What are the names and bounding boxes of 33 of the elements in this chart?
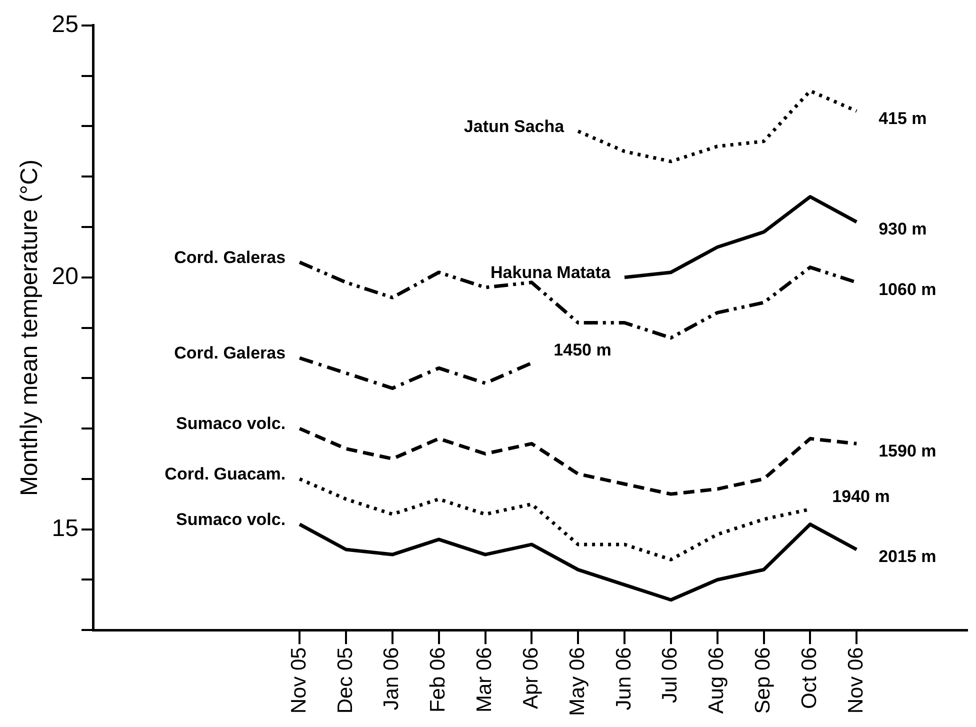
y-tick-label: 15 [52, 514, 78, 542]
series-label: Jatun Sacha [464, 116, 565, 136]
series-label: Hakuna Matata [490, 263, 612, 282]
annotation: 1940 m [832, 486, 890, 506]
series-label: Cord. Guacam. [164, 464, 286, 484]
series-label: Cord. Galeras [174, 248, 286, 267]
x-tick-label: Mar 06 [473, 647, 496, 712]
y-axis-title: Monthly mean temperature (°C) [16, 160, 44, 496]
x-tick-label: Oct 06 [798, 647, 821, 710]
series-label: Sumaco volc. [176, 510, 286, 529]
line-series [576, 89, 858, 164]
annotation: 1060 m [878, 280, 936, 300]
annotation: 1590 m [878, 441, 936, 460]
x-tick-label: May 06 [566, 647, 589, 716]
x-tick-label: Apr 06 [519, 647, 542, 710]
x-tick-label: Dec 05 [334, 647, 357, 714]
series-label: Sumaco volc. [176, 414, 286, 434]
x-tick-label: Nov 05 [287, 647, 310, 714]
annotation: 2015 m [878, 547, 936, 566]
line-series [298, 356, 534, 390]
annotation: 1450 m [554, 340, 612, 360]
y-tick-label: 20 [52, 263, 78, 290]
annotation: 930 m [878, 220, 927, 239]
x-tick-label: Jun 06 [612, 647, 636, 710]
annotation: 415 m [878, 108, 927, 128]
x-tick-label: Aug 06 [705, 647, 728, 714]
y-tick-label: 25 [52, 11, 78, 38]
x-tick-label: Feb 06 [426, 647, 450, 713]
series-label: Cord. Galeras [174, 344, 286, 363]
x-tick-label: Jul 06 [658, 647, 682, 704]
x-tick-label: Nov 06 [844, 647, 868, 714]
x-tick-label: Jan 06 [380, 647, 404, 710]
x-tick-label: Sep 06 [752, 647, 775, 714]
